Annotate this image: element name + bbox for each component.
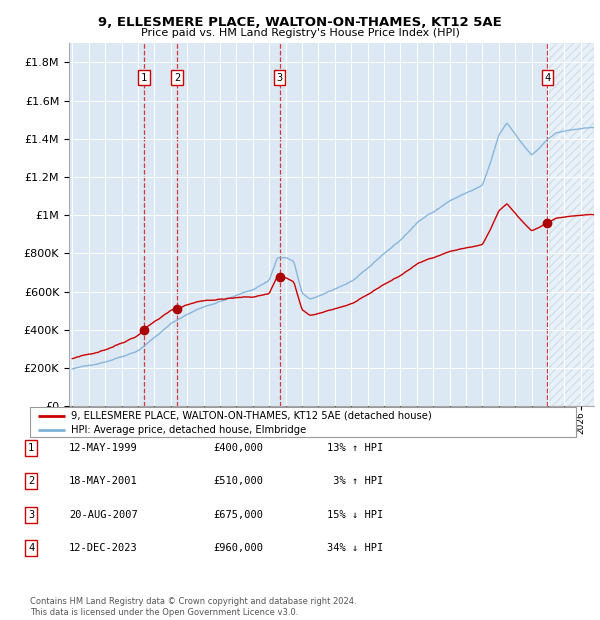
Text: 12-MAY-1999: 12-MAY-1999 xyxy=(69,443,138,453)
Text: HPI: Average price, detached house, Elmbridge: HPI: Average price, detached house, Elmb… xyxy=(71,425,306,435)
Text: 3% ↑ HPI: 3% ↑ HPI xyxy=(327,476,383,486)
Text: 9, ELLESMERE PLACE, WALTON-ON-THAMES, KT12 5AE: 9, ELLESMERE PLACE, WALTON-ON-THAMES, KT… xyxy=(98,16,502,29)
Text: £675,000: £675,000 xyxy=(213,510,263,520)
Text: 3: 3 xyxy=(28,510,34,520)
Text: 4: 4 xyxy=(28,543,34,553)
Text: Contains HM Land Registry data © Crown copyright and database right 2024.
This d: Contains HM Land Registry data © Crown c… xyxy=(30,598,356,617)
Text: £400,000: £400,000 xyxy=(213,443,263,453)
Text: 34% ↓ HPI: 34% ↓ HPI xyxy=(327,543,383,553)
Text: 20-AUG-2007: 20-AUG-2007 xyxy=(69,510,138,520)
Text: Price paid vs. HM Land Registry's House Price Index (HPI): Price paid vs. HM Land Registry's House … xyxy=(140,28,460,38)
Text: 2: 2 xyxy=(174,73,180,82)
Text: 3: 3 xyxy=(277,73,283,82)
Text: 2: 2 xyxy=(28,476,34,486)
Text: 1: 1 xyxy=(28,443,34,453)
Text: 4: 4 xyxy=(544,73,550,82)
Bar xyxy=(550,43,594,406)
Text: £510,000: £510,000 xyxy=(213,476,263,486)
Text: 9, ELLESMERE PLACE, WALTON-ON-THAMES, KT12 5AE (detached house): 9, ELLESMERE PLACE, WALTON-ON-THAMES, KT… xyxy=(71,410,432,421)
Text: 15% ↓ HPI: 15% ↓ HPI xyxy=(327,510,383,520)
Text: £960,000: £960,000 xyxy=(213,543,263,553)
Text: 12-DEC-2023: 12-DEC-2023 xyxy=(69,543,138,553)
Text: 18-MAY-2001: 18-MAY-2001 xyxy=(69,476,138,486)
Text: 1: 1 xyxy=(141,73,147,82)
Text: 13% ↑ HPI: 13% ↑ HPI xyxy=(327,443,383,453)
